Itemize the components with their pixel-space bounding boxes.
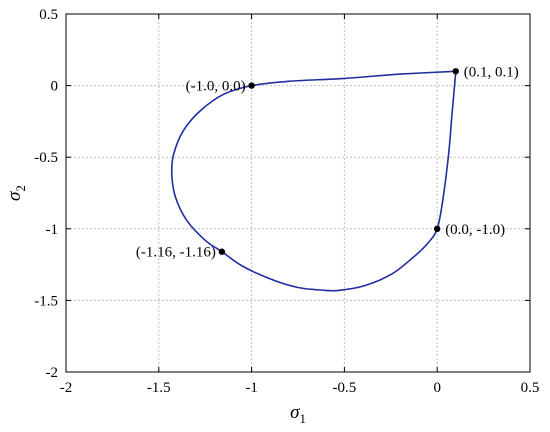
data-point-marker [218, 248, 226, 255]
data-point-marker [452, 68, 459, 75]
y-axis-label-subscript: 2 [13, 185, 28, 192]
x-tick-label: -2 [60, 380, 73, 396]
marked-points: (0.1, 0.1) (-1.0, 0.0) (0.0, -1.0) (-1.16, … [136, 64, 519, 260]
data-point-label: (-1.16, -1.16) [136, 245, 216, 261]
x-axis-label-subscript: 1 [299, 411, 306, 426]
x-tick-label: 0.5 [521, 380, 540, 396]
data-point-label: (0.0, -1.0) [445, 222, 505, 238]
axis-ticks: -2 -1.5 -1 -0.5 0 0.5 0.5 0 -0.5 -1 -1.5 -2 [34, 7, 539, 396]
data-point-marker [434, 225, 441, 232]
data-point-label: (-1.0, 0.0) [186, 79, 246, 95]
curve-series [170, 70, 457, 292]
y-tick-label: -1.5 [34, 293, 58, 309]
y-tick-label: 0.5 [39, 7, 58, 23]
y-tick-label: -2 [46, 365, 59, 381]
y-tick-label: 0 [51, 79, 59, 95]
y-tick-label: -1 [46, 222, 59, 238]
x-tick-label: -1.5 [147, 380, 171, 396]
data-point-marker [248, 82, 255, 89]
plot-frame [65, 13, 531, 373]
grid-lines [66, 14, 530, 372]
y-axis-label: σ2 [4, 185, 28, 201]
x-axis-label: σ1 [290, 402, 306, 426]
x-tick-label: -0.5 [333, 380, 357, 396]
y-tick-label: -0.5 [34, 150, 58, 166]
x-tick-label: 0 [433, 380, 441, 396]
x-tick-label: -1 [245, 380, 258, 396]
data-point-label: (0.1, 0.1) [464, 64, 519, 80]
